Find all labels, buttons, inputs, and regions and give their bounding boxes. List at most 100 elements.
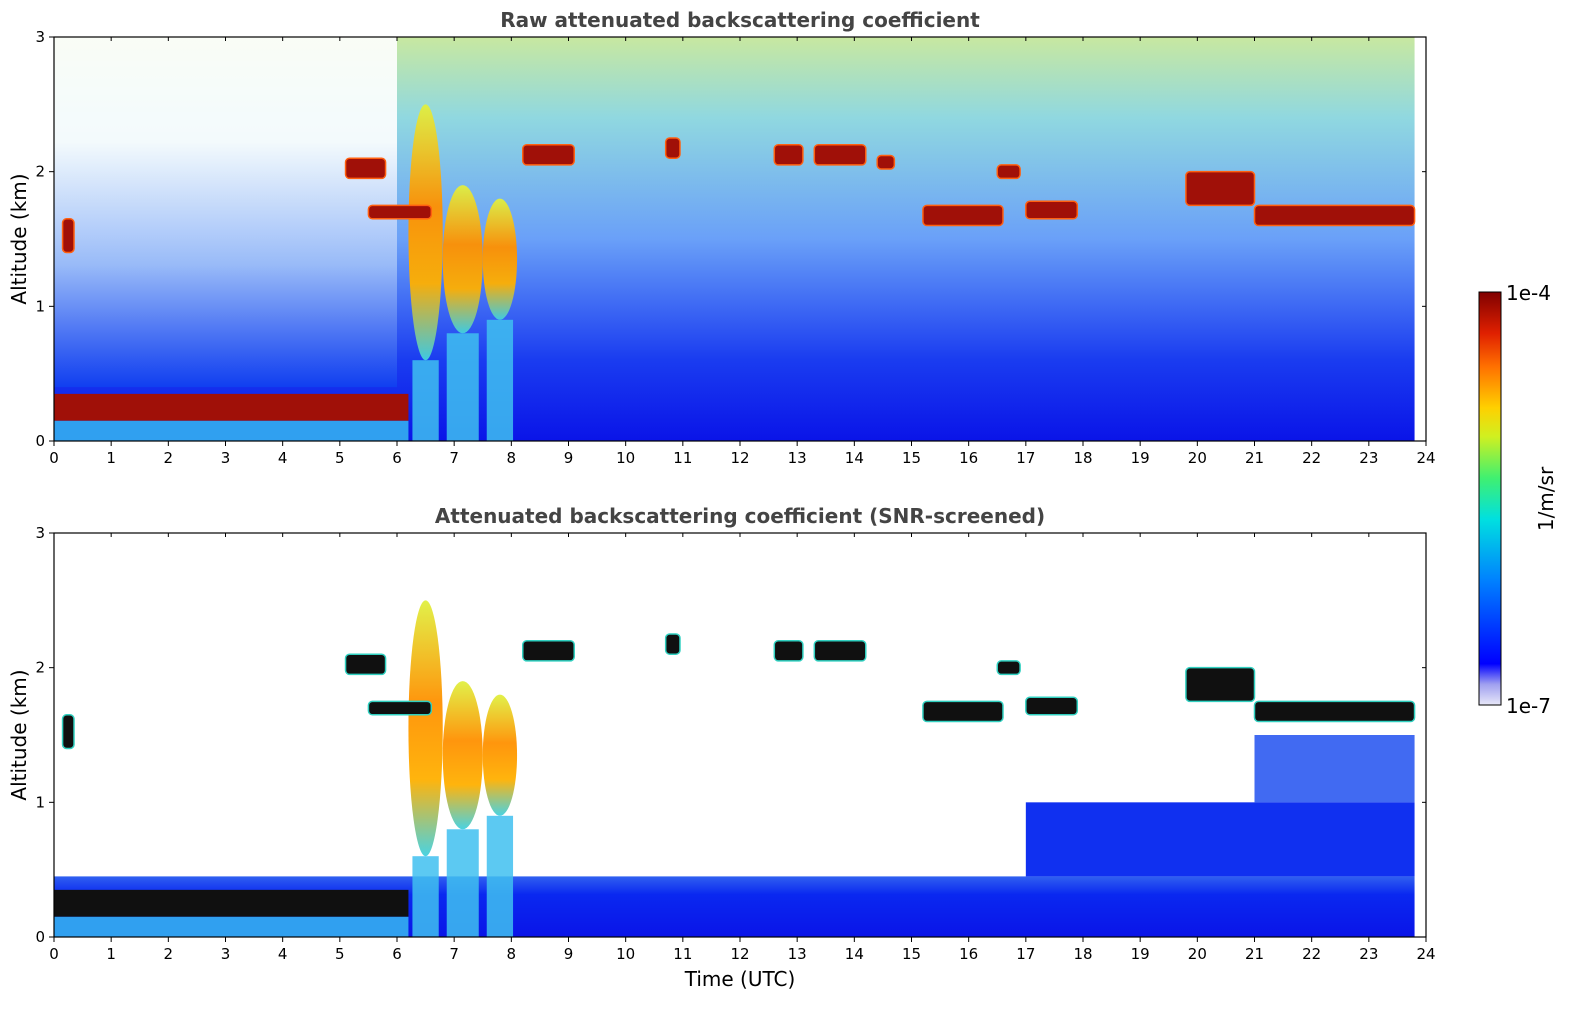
x-tick-label: 17 — [1016, 945, 1035, 963]
x-tick-label: 12 — [730, 945, 749, 963]
x-tick-label: 6 — [392, 945, 402, 963]
x-tick-label: 5 — [335, 449, 345, 467]
x-tick-label: 12 — [730, 449, 749, 467]
x-tick-label: 15 — [902, 449, 921, 467]
aerosol-plume-0 — [408, 104, 443, 361]
x-tick-label: 4 — [278, 945, 288, 963]
cloud-layer-10 — [1025, 200, 1079, 220]
colorbar-min-label: 1e-7 — [1506, 694, 1551, 718]
x-tick-label: 9 — [564, 945, 574, 963]
cloud-layer-11 — [1253, 700, 1416, 723]
boundary-layer — [54, 393, 409, 421]
x-tick-label: 17 — [1016, 449, 1035, 467]
x-tick-label: 6 — [392, 449, 402, 467]
y-tick-label: 1 — [35, 793, 45, 811]
x-tick-label: 20 — [1188, 945, 1207, 963]
raw-panel-heatmap — [54, 37, 1416, 441]
cloud-layer-8 — [996, 164, 1021, 180]
x-tick-label: 4 — [278, 449, 288, 467]
cloud-layer-6 — [813, 639, 867, 662]
x-tick-label: 19 — [1131, 945, 1150, 963]
x-tick-label: 10 — [616, 449, 635, 467]
aerosol-plume-base-2 — [486, 319, 514, 441]
aerosol-plume-2 — [482, 694, 518, 816]
cloud-layer-5 — [773, 143, 804, 166]
x-tick-label: 15 — [902, 945, 921, 963]
cloud-layer-4 — [664, 137, 681, 159]
colorbar-unit-label: 1/m/sr — [1534, 466, 1558, 531]
aerosol-plume-base-0 — [412, 856, 439, 937]
x-tick-label: 5 — [335, 945, 345, 963]
y-tick-label: 2 — [35, 163, 45, 181]
cloud-layer-8 — [922, 700, 1004, 723]
cloud-layer-12 — [1253, 204, 1416, 227]
cloud-layer-9 — [1025, 696, 1079, 716]
x-tick-label: 13 — [788, 945, 807, 963]
aerosol-plume-2 — [482, 198, 518, 320]
x-tick-label: 7 — [449, 449, 459, 467]
early-clear-region — [54, 37, 397, 388]
x-tick-label: 22 — [1302, 449, 1321, 467]
raw-panel-ticks: 0 1 2 3 4 5 6 7 8 9 10 11 12 13 14 15 16 17 18 19 20 21 22 23 24… — [35, 28, 1435, 467]
x-tick-label: 0 — [49, 449, 59, 467]
cloud-layer-3 — [522, 639, 575, 662]
screened-evening-aerosol — [1254, 735, 1415, 803]
screened-panel-heatmap — [54, 600, 1416, 937]
x-tick-label: 2 — [164, 449, 174, 467]
y-tick-label: 3 — [35, 28, 45, 46]
screened-panel: Attenuated backscattering coefficient (S… — [7, 504, 1436, 991]
screened-panel-ylabel: Altitude (km) — [7, 669, 31, 800]
x-tick-label: 9 — [564, 449, 574, 467]
aerosol-plume-base-1 — [446, 333, 479, 441]
y-tick-label: 0 — [35, 432, 45, 450]
x-tick-label: 16 — [959, 945, 978, 963]
x-tick-label: 18 — [1073, 945, 1092, 963]
cloud-layer-6 — [813, 143, 867, 166]
x-tick-label: 11 — [673, 449, 692, 467]
x-tick-label: 14 — [845, 945, 864, 963]
screened-panel-title: Attenuated backscattering coefficient (S… — [435, 504, 1045, 528]
near-surface-layer — [54, 916, 409, 937]
x-tick-label: 8 — [507, 449, 517, 467]
cloud-layer-7 — [876, 154, 896, 170]
cloud-layer-4 — [664, 633, 681, 655]
raw-panel-ylabel: Altitude (km) — [7, 173, 31, 304]
x-tick-label: 3 — [221, 449, 231, 467]
x-tick-label: 24 — [1416, 449, 1435, 467]
screened-panel-xlabel: Time (UTC) — [684, 967, 796, 991]
raw-panel: Raw attenuated backscattering coefficien… — [7, 8, 1436, 467]
screened-afternoon-aerosol — [1025, 802, 1415, 877]
y-tick-label: 0 — [35, 928, 45, 946]
colorbar-gradient — [1478, 291, 1502, 706]
aerosol-plume-base-0 — [412, 360, 439, 441]
x-tick-label: 11 — [673, 945, 692, 963]
x-tick-label: 3 — [221, 945, 231, 963]
aerosol-plume-base-1 — [446, 829, 479, 937]
x-tick-label: 10 — [616, 945, 635, 963]
x-tick-label: 21 — [1245, 945, 1264, 963]
x-tick-label: 8 — [507, 945, 517, 963]
y-tick-label: 3 — [35, 524, 45, 542]
x-tick-label: 2 — [164, 945, 174, 963]
cloud-layer-9 — [922, 204, 1004, 227]
cloud-layer-10 — [1185, 666, 1256, 703]
x-tick-label: 7 — [449, 945, 459, 963]
cloud-layer-3 — [522, 143, 575, 166]
aerosol-plume-1 — [442, 681, 483, 830]
x-tick-label: 23 — [1359, 945, 1378, 963]
screened-panel-ticks: 0 1 2 3 4 5 6 7 8 9 10 11 12 13 14 15 16 17 18 19 20 21 22 23 24… — [35, 524, 1435, 963]
x-tick-label: 1 — [106, 449, 116, 467]
x-tick-label: 14 — [845, 449, 864, 467]
x-tick-label: 19 — [1131, 449, 1150, 467]
cloud-layer-2 — [367, 700, 433, 716]
x-tick-label: 24 — [1416, 945, 1435, 963]
cloud-layer-1 — [344, 653, 387, 676]
x-tick-label: 20 — [1188, 449, 1207, 467]
cloud-layer-0 — [61, 714, 75, 750]
y-tick-label: 1 — [35, 297, 45, 315]
x-tick-label: 13 — [788, 449, 807, 467]
x-tick-label: 22 — [1302, 945, 1321, 963]
x-tick-label: 21 — [1245, 449, 1264, 467]
cloud-layer-2 — [367, 204, 433, 220]
